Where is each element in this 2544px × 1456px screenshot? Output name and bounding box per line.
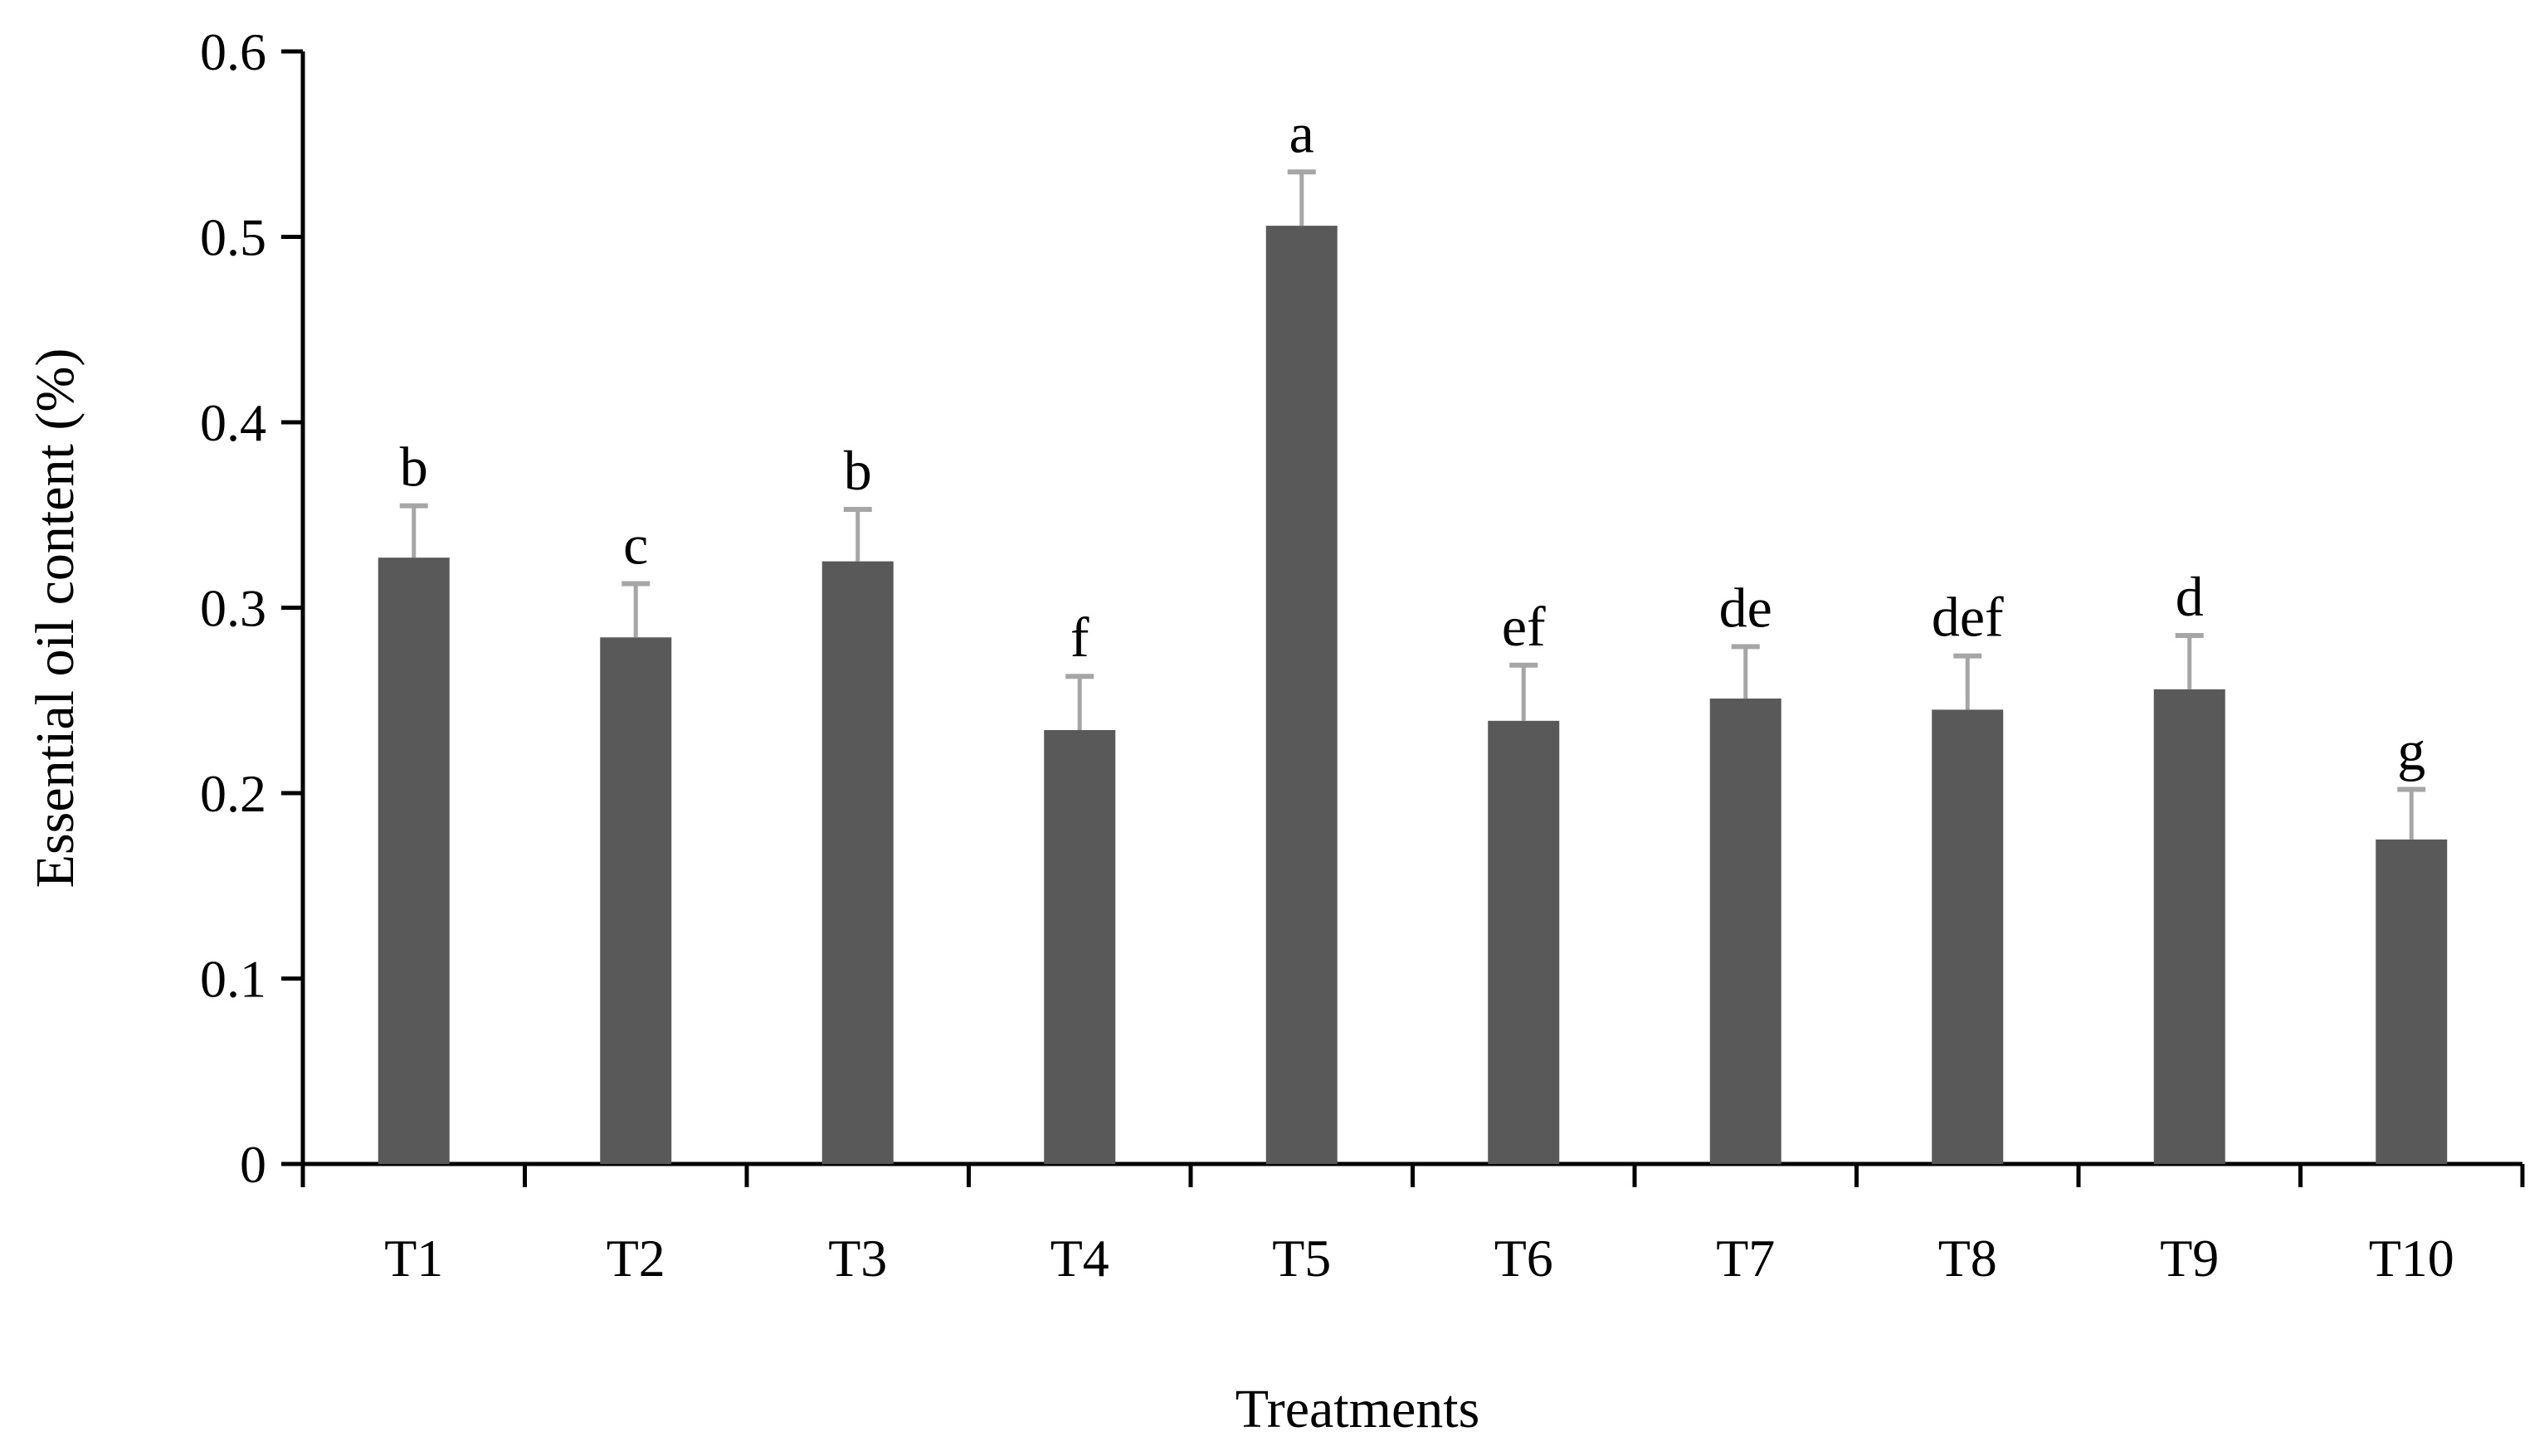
y-tick-label: 0.4 <box>200 393 266 452</box>
y-tick-label: 0.3 <box>200 579 266 638</box>
x-axis: T1 T2 T3 T4 T5 T6 T7 T8 T9 T10 <box>300 1161 2525 1288</box>
bar-t1 <box>378 558 450 1164</box>
significance-label-t6: ef <box>1502 595 1546 658</box>
bar-t6 <box>1488 720 1560 1164</box>
x-tick-label: T4 <box>1050 1229 1109 1288</box>
y-tick-label: 0.6 <box>200 22 266 81</box>
x-tick-label: T1 <box>384 1229 443 1288</box>
bar-t10 <box>2376 839 2448 1164</box>
y-axis-title: Essential oil content (%) <box>25 348 85 889</box>
x-tick-label: T10 <box>2369 1229 2454 1288</box>
bar-t8 <box>1932 709 2004 1164</box>
error-bars <box>399 169 2426 840</box>
significance-label-t7: de <box>1719 576 1772 639</box>
x-tick-label: T8 <box>1938 1229 1997 1288</box>
significance-label-t9: d <box>2176 565 2204 628</box>
x-tick-label: T2 <box>607 1229 665 1288</box>
bar-t9 <box>2153 689 2225 1164</box>
x-tick-label: T7 <box>1716 1229 1775 1288</box>
x-axis-title: Treatments <box>1235 1379 1480 1439</box>
x-tick-label: T5 <box>1272 1229 1331 1288</box>
significance-label-t3: b <box>844 439 872 502</box>
y-tick-label: 0.1 <box>200 950 266 1009</box>
x-tick-label: T3 <box>828 1229 887 1288</box>
y-tick-label: 0.2 <box>200 764 266 823</box>
y-tick-label: 0.5 <box>200 208 266 267</box>
bar-t5 <box>1265 226 1338 1165</box>
y-tick-label: 0 <box>240 1135 266 1194</box>
significance-label-t1: b <box>400 436 428 499</box>
significance-label-t8: def <box>1932 586 2004 649</box>
significance-label-t4: f <box>1070 606 1089 669</box>
x-tick-label: T6 <box>1494 1229 1553 1288</box>
significance-labels: b c b f a ef de def d g <box>400 101 2426 782</box>
bars <box>378 226 2448 1165</box>
bar-t2 <box>600 637 672 1164</box>
x-tick-label: T9 <box>2160 1229 2219 1288</box>
bar-t7 <box>1709 699 1781 1164</box>
y-axis: 0 0.1 0.2 0.3 0.4 0.5 0.6 <box>200 22 305 1194</box>
significance-label-t2: c <box>623 513 648 576</box>
bar-t4 <box>1044 730 1116 1164</box>
significance-label-t10: g <box>2397 719 2425 782</box>
significance-label-t5: a <box>1289 101 1314 164</box>
bar-t3 <box>821 561 894 1164</box>
